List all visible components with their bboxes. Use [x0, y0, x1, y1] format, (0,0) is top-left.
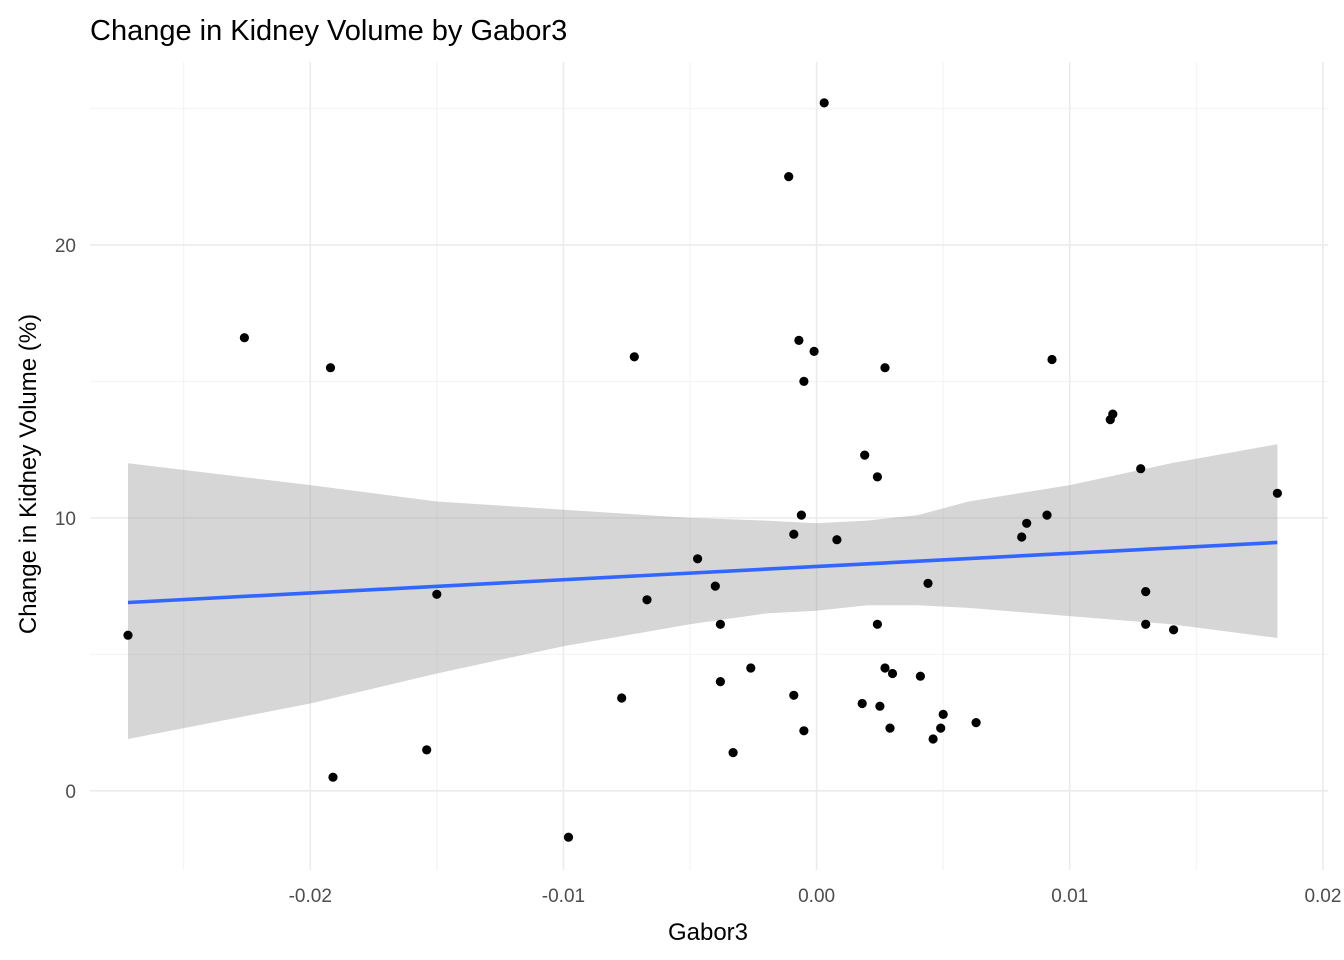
- data-point: [923, 578, 933, 589]
- data-point: [880, 663, 890, 673]
- data-point: [1042, 510, 1052, 520]
- data-point: [789, 529, 799, 539]
- data-point: [887, 668, 898, 679]
- data-point: [617, 693, 627, 703]
- data-point: [872, 472, 883, 482]
- trend-line: [127, 540, 1278, 605]
- data-point: [1047, 354, 1057, 365]
- data-point: [789, 690, 799, 700]
- data-point: [880, 363, 890, 373]
- data-point: [239, 333, 249, 343]
- data-point: [832, 535, 842, 545]
- data-point: [123, 630, 133, 640]
- data-point: [715, 677, 726, 687]
- data-point: [1136, 464, 1146, 474]
- y-axis-ticks: 0 10 20: [55, 236, 76, 803]
- data-point: [819, 98, 829, 108]
- x-tick-label: -0.01: [542, 886, 585, 907]
- data-point: [1141, 619, 1151, 629]
- data-point: [875, 701, 885, 711]
- data-point: [794, 335, 804, 345]
- data-point: [872, 619, 883, 629]
- data-point: [432, 589, 442, 599]
- trend-line-layer: [127, 540, 1278, 605]
- data-points: [123, 98, 1282, 842]
- data-point: [629, 352, 639, 362]
- data-point: [328, 772, 338, 782]
- chart-title: Change in Kidney Volume by Gabor3: [90, 15, 567, 47]
- y-axis-title: Change in Kidney Volume (%): [15, 314, 42, 634]
- data-point: [728, 748, 738, 758]
- data-point: [784, 172, 794, 182]
- data-point: [799, 376, 809, 386]
- data-point: [422, 745, 432, 755]
- data-point: [1022, 518, 1032, 528]
- data-point: [1141, 587, 1151, 597]
- grid-lines: [90, 62, 1328, 870]
- data-point: [885, 723, 895, 733]
- data-point: [915, 671, 926, 681]
- data-point: [938, 709, 948, 720]
- data-point: [325, 363, 336, 373]
- data-point: [715, 619, 726, 629]
- confidence-band-layer: [128, 444, 1278, 739]
- data-point: [1272, 488, 1282, 498]
- y-tick-label: 0: [65, 782, 76, 803]
- data-point: [857, 698, 867, 709]
- data-point: [971, 718, 981, 728]
- data-point: [928, 734, 938, 744]
- data-point: [1169, 625, 1179, 635]
- data-point: [1108, 409, 1118, 419]
- data-point: [563, 832, 574, 842]
- x-tick-label: 0.00: [798, 886, 835, 907]
- data-point: [746, 663, 756, 673]
- data-point: [1017, 532, 1027, 542]
- data-point: [642, 595, 652, 605]
- data-point: [860, 450, 870, 460]
- x-tick-label: -0.02: [289, 886, 332, 907]
- confidence-band: [128, 444, 1278, 739]
- x-axis-ticks: -0.02 -0.01 0.00 0.01 0.02: [289, 886, 1342, 907]
- x-axis-title: Gabor3: [668, 919, 748, 946]
- data-point: [796, 510, 807, 520]
- y-tick-label: 20: [55, 236, 76, 257]
- x-tick-label: 0.02: [1304, 886, 1341, 907]
- data-point: [799, 726, 809, 736]
- data-point: [936, 723, 946, 733]
- x-tick-label: 0.01: [1051, 886, 1088, 907]
- data-point: [693, 554, 703, 564]
- data-point: [710, 581, 720, 591]
- data-point: [809, 346, 819, 356]
- y-tick-label: 10: [55, 509, 76, 530]
